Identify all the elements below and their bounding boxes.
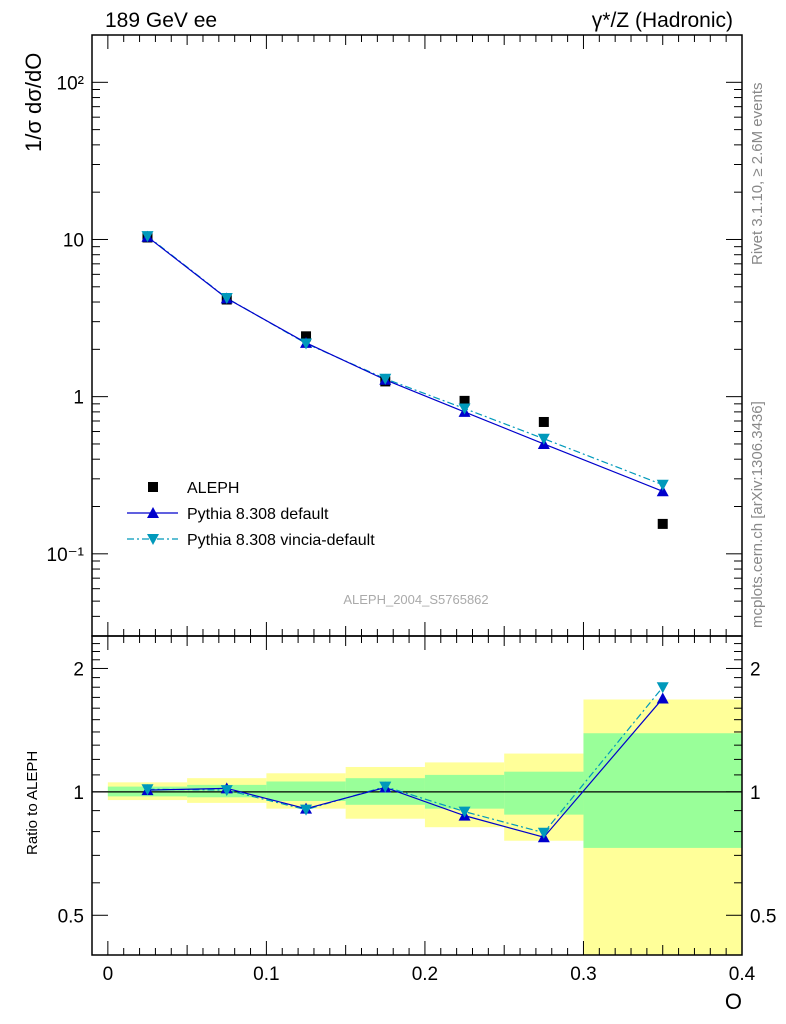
legend-marker-vincia	[147, 534, 159, 545]
x-tick-label: 0.3	[570, 964, 596, 985]
main-ylabel: 1/σ dσ/dO	[21, 53, 46, 152]
y-tick-label: 10⁻¹	[47, 545, 85, 566]
ratio-point-vincia	[379, 781, 392, 793]
ratio-point-vincia	[537, 827, 550, 839]
ratio-panel: 0 0.1 0.2 0.3 0.4 0.5 0.5 1 1 2 2	[58, 635, 776, 985]
data-point-aleph	[301, 331, 312, 342]
ratio-point-vincia	[220, 785, 233, 797]
ratio-point-vincia	[656, 682, 669, 694]
ratio-point-vincia	[458, 806, 471, 818]
main-panel: 10⁻¹ 1 10 10²	[47, 34, 743, 637]
y-tick-label: 10²	[57, 73, 84, 94]
series-line-default	[147, 236, 663, 492]
ratio-y-tick-label-left: 0.5	[58, 906, 84, 927]
data-point-aleph	[657, 518, 668, 529]
ratio-point-vincia	[300, 804, 313, 816]
ratio-frame	[91, 635, 743, 956]
data-point-aleph	[538, 416, 549, 427]
data-point-vincia	[141, 231, 154, 243]
mcplots-label: mcplots.cern.ch [arXiv:1306.3436]	[749, 401, 766, 628]
series-line-vincia	[147, 235, 663, 486]
data-point-vincia	[537, 433, 550, 445]
data-point-default	[656, 485, 669, 497]
ratio-point-vincia	[141, 784, 154, 796]
band-inner	[504, 771, 584, 815]
ratio-y-tick-label-left: 2	[73, 659, 84, 680]
ratio-ylabel: Ratio to ALEPH	[24, 751, 41, 855]
legend: ALEPH Pythia 8.308 default Pythia 8.308 …	[127, 480, 375, 549]
data-point-aleph	[459, 395, 470, 406]
legend-label-vincia: Pythia 8.308 vincia-default	[187, 532, 375, 549]
x-axis-label: O	[725, 989, 742, 1014]
ratio-point-default	[656, 692, 669, 704]
ratio-y-tick-label-left: 1	[73, 783, 84, 804]
ratio-y-tick-label-right: 2	[750, 659, 761, 680]
legend-label-aleph: ALEPH	[187, 480, 239, 497]
data-point-vincia	[656, 479, 669, 491]
band-inner	[583, 733, 742, 848]
x-tick-label: 0	[103, 964, 114, 985]
band-inner	[266, 781, 346, 801]
data-point-vincia	[220, 293, 233, 305]
y-tick-label: 10	[63, 230, 84, 251]
data-point-vincia	[300, 338, 313, 350]
x-tick-label: 0.1	[253, 964, 279, 985]
data-point-vincia	[458, 403, 471, 415]
watermark: ALEPH_2004_S5765862	[343, 592, 488, 607]
y-tick-label: 1	[73, 388, 84, 409]
legend-label-default: Pythia 8.308 default	[187, 506, 329, 523]
legend-marker-default	[147, 507, 159, 518]
ratio-y-tick-label-right: 0.5	[750, 906, 776, 927]
header-left: 189 GeV ee	[105, 9, 217, 32]
x-tick-label: 0.2	[412, 964, 438, 985]
header-right: γ*/Z (Hadronic)	[592, 9, 733, 32]
data-point-vincia	[379, 373, 392, 385]
rivet-label: Rivet 3.1.10, ≥ 2.6M events	[749, 83, 766, 266]
x-tick-label: 0.4	[729, 964, 756, 985]
legend-marker-aleph	[148, 482, 158, 492]
ratio-y-tick-label-right: 1	[750, 783, 761, 804]
